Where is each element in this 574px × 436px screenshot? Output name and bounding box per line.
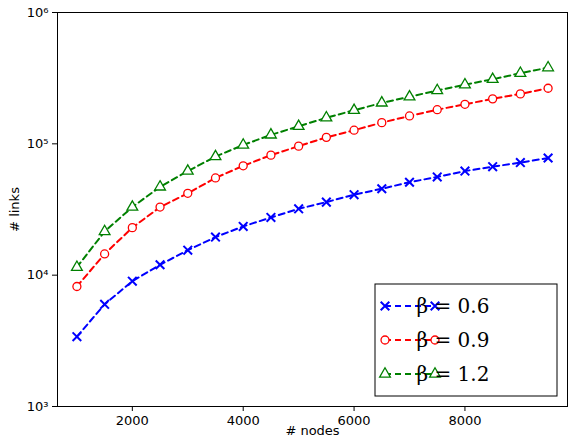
- svg-text:4000: 4000: [227, 413, 260, 428]
- svg-text:10⁴: 10⁴: [27, 267, 49, 282]
- svg-text:2000: 2000: [116, 413, 149, 428]
- svg-text:β = 0.6: β = 0.6: [417, 294, 490, 318]
- svg-text:β = 1.2: β = 1.2: [417, 362, 490, 386]
- svg-text:β = 0.9: β = 0.9: [417, 328, 490, 352]
- svg-text:# nodes: # nodes: [285, 423, 339, 436]
- svg-text:10⁵: 10⁵: [27, 136, 49, 151]
- svg-text:10⁶: 10⁶: [27, 5, 49, 20]
- svg-text:8000: 8000: [448, 413, 481, 428]
- svg-text:10³: 10³: [27, 399, 49, 414]
- svg-text:6000: 6000: [338, 413, 371, 428]
- svg-text:# links: # links: [7, 187, 22, 232]
